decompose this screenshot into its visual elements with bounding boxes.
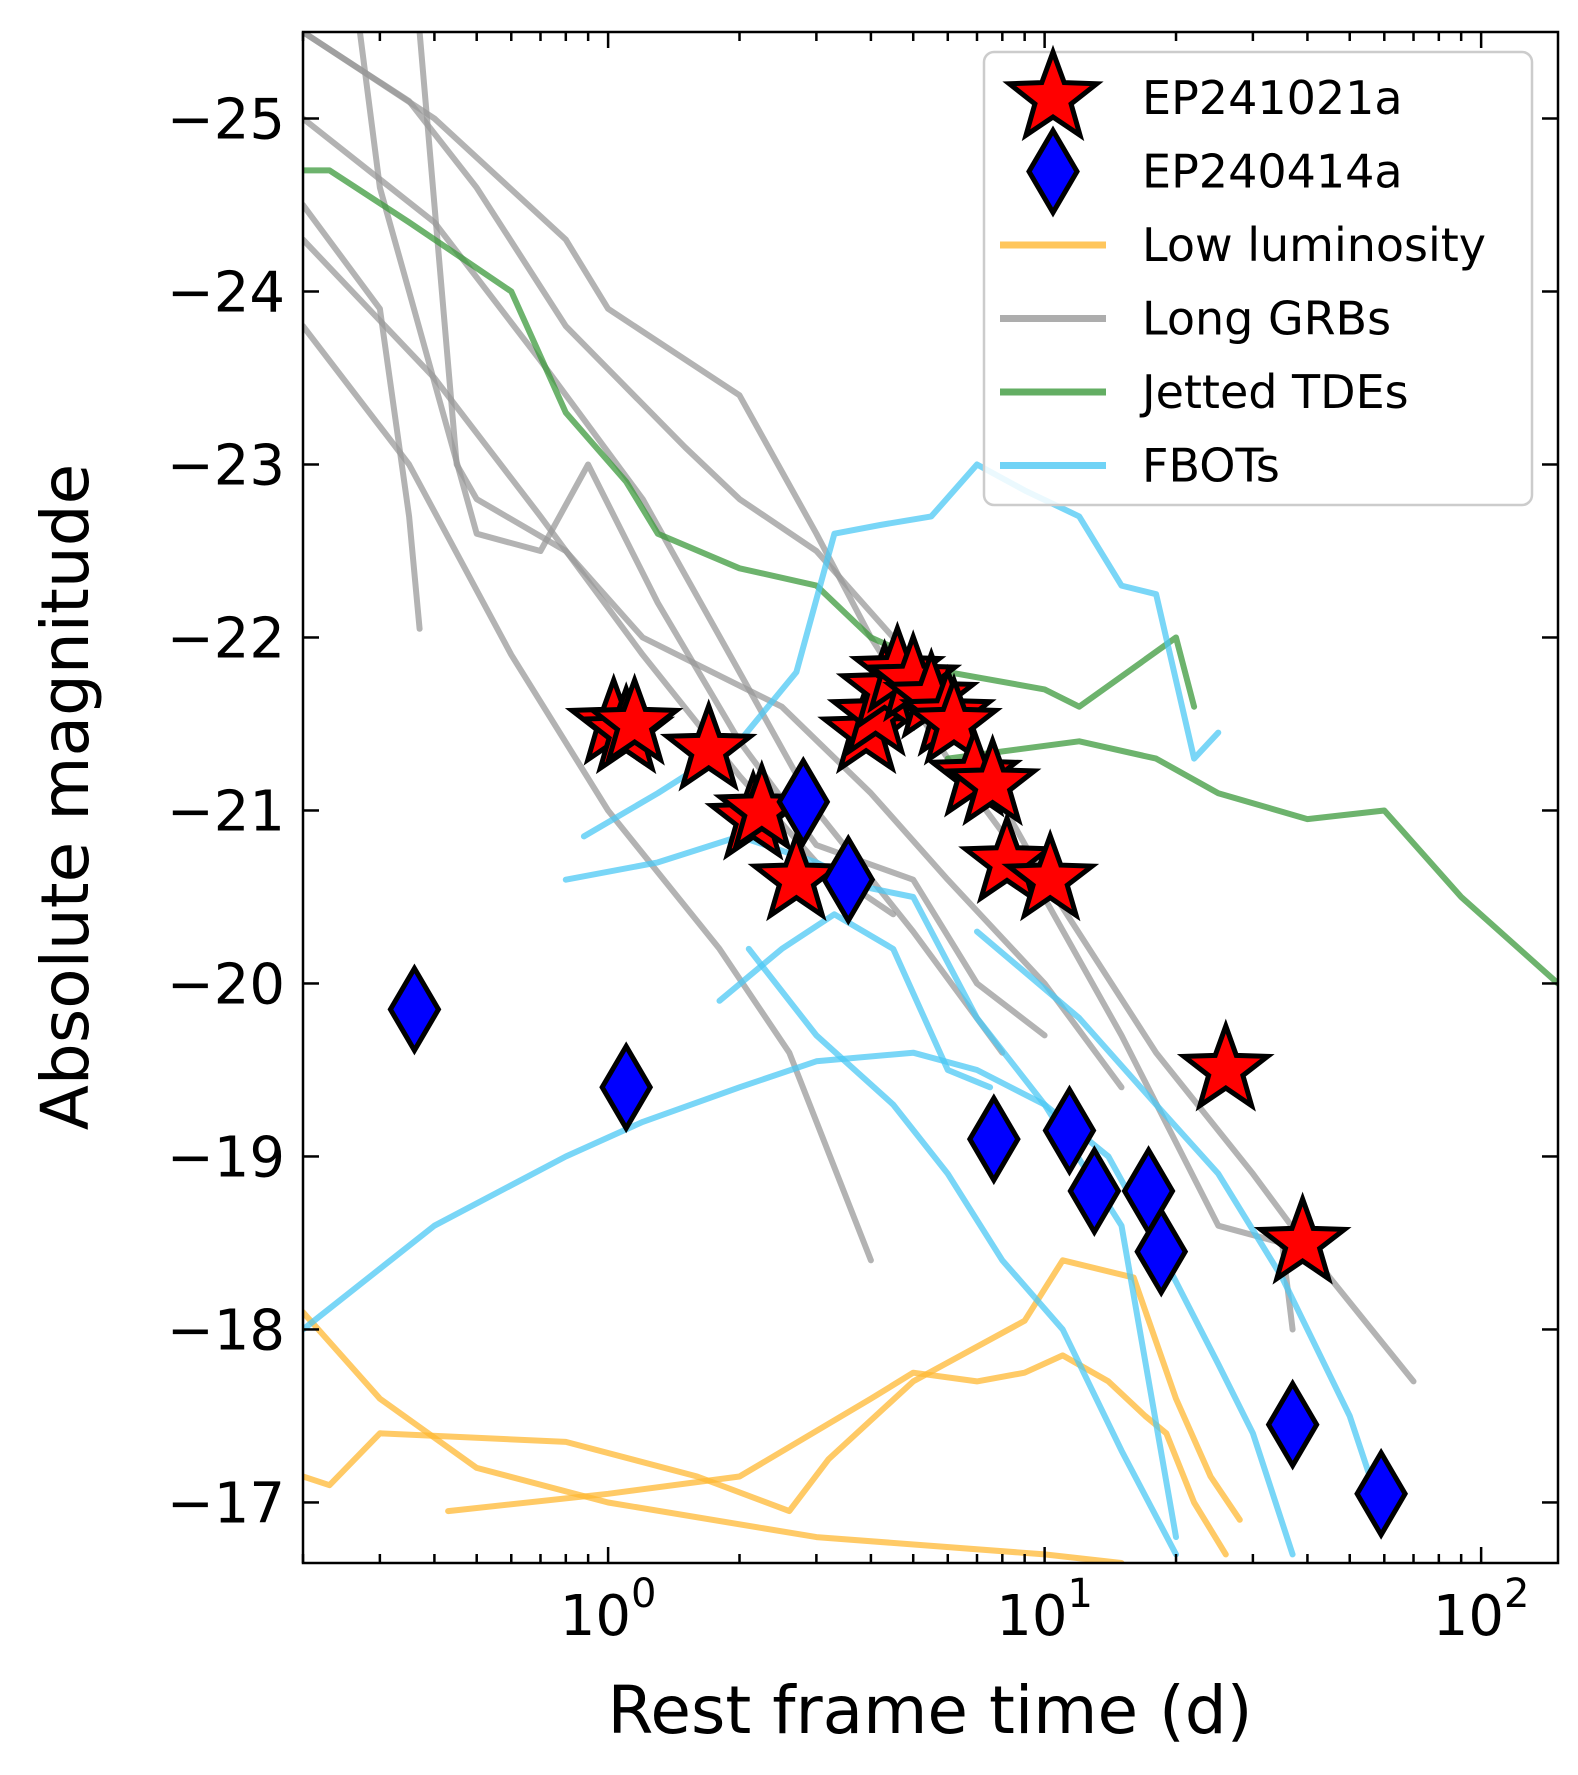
y-tick-label: −25: [167, 87, 285, 152]
star-marker: [1253, 1191, 1352, 1285]
legend-item-fbots: FBOTs: [1000, 439, 1280, 493]
y-tick-label: −19: [167, 1125, 285, 1190]
long-grbs-line: [303, 202, 423, 632]
fbots-line: [716, 911, 994, 1091]
long-grbs-line: [303, 115, 1006, 1056]
star-marker: [747, 828, 846, 922]
legend-label: FBOTs: [1142, 439, 1280, 493]
star-marker: [1176, 1018, 1275, 1112]
legend-diamond-marker: [1026, 125, 1080, 218]
x-tick-exponent: 0: [631, 1571, 656, 1617]
x-axis-title: Rest frame time (d): [608, 1672, 1253, 1749]
fbots-line: [974, 928, 1388, 1523]
diamond-marker: [1042, 1084, 1097, 1177]
x-tick-base: 10: [1433, 1584, 1504, 1649]
long-grbs-line: [416, 32, 1125, 1091]
y-tick-label: −22: [167, 606, 285, 671]
fbots-line: [580, 461, 1222, 840]
long-grbs-line: [303, 32, 1417, 1385]
x-tick-base: 10: [560, 1584, 631, 1649]
long-grbs-line: [356, 32, 1048, 1039]
legend: EP241021a EP240414a Low luminosity Long GRB…: [982, 44, 1534, 507]
legend-label: EP240414a: [1142, 145, 1403, 199]
y-axis-title: Absolute magnitude: [27, 464, 104, 1130]
low-luminosity-line: [303, 1257, 1243, 1523]
legend-item-low-luminosity: Low luminosity: [1000, 218, 1486, 272]
legend-item-ep241021a: EP241021a: [1002, 44, 1403, 142]
low-luminosity-line: [445, 1352, 1229, 1558]
star-marker: [905, 672, 1003, 766]
x-tick-label: 101: [996, 1571, 1093, 1649]
diamond-marker: [1134, 1205, 1189, 1298]
legend-item-jetted-tdes: Jetted TDEs: [1000, 365, 1409, 419]
plot-frame: [301, 30, 1560, 1565]
legend-label: Jetted TDEs: [1139, 365, 1409, 419]
x-tick-exponent: 1: [1068, 1571, 1093, 1617]
diamond-marker: [1067, 1145, 1122, 1238]
legend-star-marker: [1002, 44, 1104, 142]
star-marker: [1001, 828, 1100, 922]
ep241021a-series: [564, 620, 1352, 1285]
legend-label: Low luminosity: [1142, 218, 1486, 272]
diamond-marker: [599, 1041, 654, 1134]
y-tick-label: −23: [167, 433, 285, 498]
diamond-marker: [821, 833, 876, 926]
legend-item-long-grbs: Long GRBs: [1000, 292, 1391, 346]
x-tick-exponent: 2: [1504, 1571, 1529, 1617]
diamond-marker: [387, 963, 442, 1056]
diamond-marker: [966, 1093, 1021, 1186]
star-marker: [943, 733, 1042, 827]
y-tick-label: −24: [167, 260, 285, 325]
fbots-line: [745, 945, 1179, 1558]
y-tick-label: −17: [167, 1471, 285, 1536]
legend-item-ep240414a: EP240414a: [1026, 125, 1403, 218]
y-tick-label: −18: [167, 1298, 285, 1363]
jetted-tdes-series: [303, 167, 1558, 987]
legend-box: [982, 50, 1534, 507]
x-tick-label: 100: [560, 1571, 657, 1649]
legend-label: EP241021a: [1142, 71, 1403, 125]
diamond-marker: [1354, 1447, 1409, 1540]
diamond-marker: [776, 755, 831, 848]
x-tick-base: 10: [996, 1584, 1067, 1649]
jetted-tdes-line: [303, 167, 1198, 710]
diamond-marker: [1265, 1378, 1320, 1471]
y-tick-label: −20: [167, 952, 285, 1017]
x-tick-label: 102: [1433, 1571, 1530, 1649]
series-layer: [303, 32, 1558, 1563]
long-grbs-line: [303, 323, 874, 1264]
legend-label: Long GRBs: [1142, 292, 1391, 346]
jetted-tdes-line: [944, 738, 1558, 987]
ep240414a-series: [387, 755, 1409, 1540]
star-marker: [659, 698, 758, 792]
tick-layer: 100 101 102−25−24−23−22−21−20−19−18−17: [167, 32, 1558, 1649]
star-marker: [585, 672, 684, 766]
y-tick-label: −21: [167, 779, 285, 844]
star-marker: [958, 811, 1056, 904]
